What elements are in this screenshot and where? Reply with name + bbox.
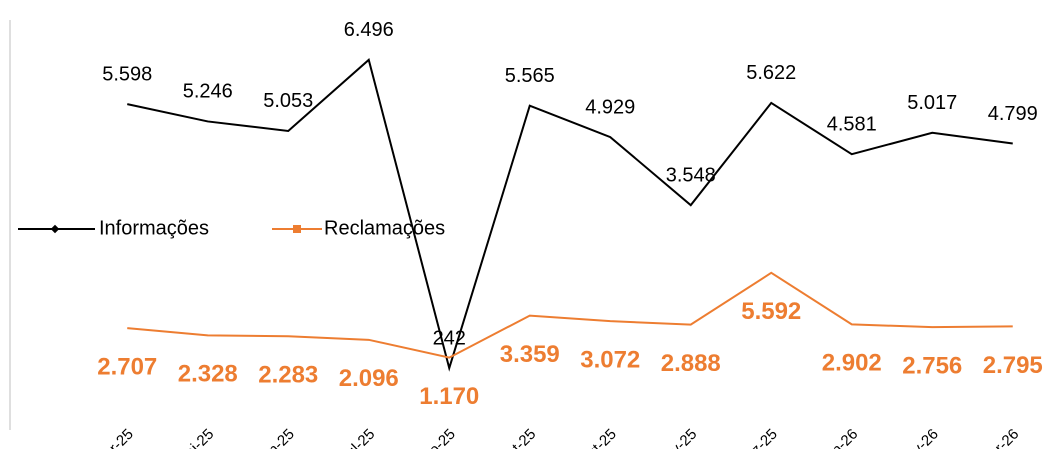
data-label: 5.598 bbox=[102, 63, 152, 85]
data-label: 1.170 bbox=[419, 383, 479, 410]
series-line bbox=[127, 271, 1013, 359]
data-label: 5.246 bbox=[183, 81, 233, 103]
data-label: 3.359 bbox=[500, 341, 560, 368]
data-label: 4.929 bbox=[585, 96, 635, 118]
data-label: 5.592 bbox=[741, 298, 801, 325]
data-label: 2.096 bbox=[339, 365, 399, 392]
x-tick-label: jan-26 bbox=[819, 426, 861, 449]
legend-label: Reclamações bbox=[324, 217, 445, 239]
x-tick-label: fev-26 bbox=[900, 426, 942, 449]
data-label: 3.072 bbox=[580, 346, 640, 373]
data-label: 5.053 bbox=[263, 90, 313, 112]
x-tick-label: nov-25 bbox=[656, 426, 700, 449]
data-label: 5.565 bbox=[505, 65, 555, 87]
data-label: 2.283 bbox=[258, 362, 318, 389]
x-tick-label: mar-26 bbox=[977, 426, 1023, 449]
data-label: 2.795 bbox=[983, 352, 1043, 379]
x-tick-label: abr-25 bbox=[94, 426, 137, 449]
x-tick-label: dez-25 bbox=[736, 426, 780, 449]
x-tick-label: ago-25 bbox=[414, 426, 459, 449]
data-label: 6.496 bbox=[344, 19, 394, 41]
x-tick-label: out-25 bbox=[578, 426, 620, 449]
legend-marker bbox=[50, 224, 60, 234]
x-tick-label: jun-25 bbox=[256, 426, 298, 449]
legend-label: Informações bbox=[99, 217, 209, 239]
data-label: 2.707 bbox=[97, 353, 157, 380]
data-label: 2.902 bbox=[822, 350, 882, 377]
data-label: 2.328 bbox=[178, 361, 238, 388]
data-label: 242 bbox=[433, 327, 466, 349]
legend-marker bbox=[293, 225, 301, 233]
data-label: 2.888 bbox=[661, 350, 721, 377]
x-tick-label: set-25 bbox=[498, 426, 540, 449]
series-line bbox=[127, 58, 1013, 372]
data-label: 4.799 bbox=[988, 103, 1038, 125]
data-label: 5.017 bbox=[907, 92, 957, 114]
data-label: 5.622 bbox=[746, 62, 796, 84]
data-label: 2.756 bbox=[902, 353, 962, 380]
data-label: 4.581 bbox=[827, 114, 877, 136]
x-tick-label: jul-25 bbox=[340, 426, 379, 449]
data-label: 3.548 bbox=[666, 164, 716, 186]
x-tick-label: mai-25 bbox=[173, 426, 217, 449]
